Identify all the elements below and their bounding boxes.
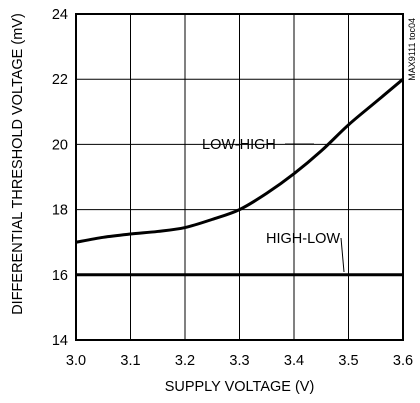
x-tick-label: 3.2 [175, 353, 195, 369]
annotation-high-low: HIGH-LOW [266, 231, 340, 247]
plot-frame [75, 13, 404, 341]
figure-id-watermark: MAX9111 toc04 [407, 18, 417, 81]
grid [76, 14, 403, 340]
y-tick-label: 14 [52, 333, 68, 349]
y-tick-label: 22 [52, 72, 68, 88]
x-tick-label: 3.6 [393, 353, 413, 369]
annotation-leader-line [340, 237, 345, 273]
series-lines [75, 78, 404, 277]
y-tick-labels: 14 16 18 20 22 24 [52, 7, 68, 349]
series-line-low-high [75, 78, 404, 244]
y-tick-label: 24 [52, 7, 68, 23]
y-tick-label: 18 [52, 203, 68, 219]
annotation-low-high: LOW-HIGH [202, 137, 276, 153]
x-tick-label: 3.3 [229, 353, 249, 369]
y-tick-label: 20 [52, 137, 68, 153]
x-tick-label: 3.0 [66, 353, 86, 369]
x-tick-label: 3.4 [284, 353, 304, 369]
x-tick-label: 3.5 [338, 353, 358, 369]
y-tick-label: 16 [52, 268, 68, 284]
x-tick-label: 3.1 [120, 353, 140, 369]
x-axis-title: SUPPLY VOLTAGE (V) [165, 379, 315, 395]
annotations: LOW-HIGH HIGH-LOW [202, 137, 345, 273]
x-tick-labels: 3.0 3.1 3.2 3.3 3.4 3.5 3.6 [66, 353, 413, 369]
y-axis-title: DIFFERENTIAL THRESHOLD VOLTAGE (mV) [10, 13, 26, 315]
